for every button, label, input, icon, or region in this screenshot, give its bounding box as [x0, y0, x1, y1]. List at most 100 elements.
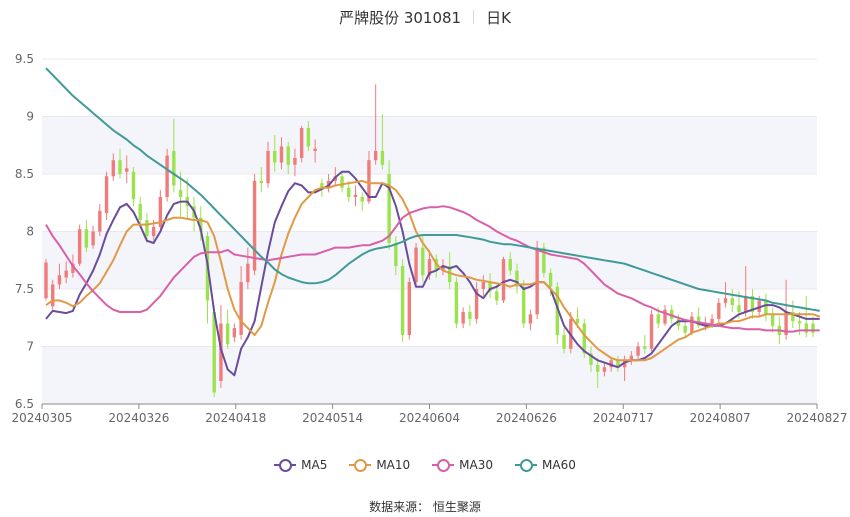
candle: [77, 224, 82, 266]
candle: [670, 305, 674, 324]
candle-body: [441, 266, 445, 271]
candle-body: [629, 355, 634, 361]
candle-body: [670, 309, 674, 319]
candle-body: [515, 270, 519, 287]
period-label[interactable]: 日K: [486, 8, 511, 27]
candle: [562, 328, 566, 354]
grid-band: [42, 346, 817, 404]
y-tick-label: 8: [26, 225, 34, 239]
candle: [252, 174, 257, 276]
candle: [347, 180, 351, 202]
x-tick-label: 20240305: [11, 411, 72, 425]
x-tick-label: 20240418: [205, 411, 266, 425]
candle: [501, 256, 506, 303]
candles-layer: [44, 84, 815, 398]
candle-body: [602, 367, 607, 372]
candle-body: [353, 194, 358, 197]
candle-body: [84, 229, 89, 248]
candle: [299, 125, 304, 163]
candle-body: [508, 259, 512, 271]
candle: [131, 167, 136, 207]
candle-body: [360, 197, 364, 202]
candle-body: [683, 325, 687, 333]
legend-item-ma10[interactable]: MA10: [349, 458, 410, 472]
candle: [508, 252, 512, 276]
candle: [784, 279, 788, 340]
legend-label-ma10: MA10: [376, 458, 411, 472]
candle-body: [562, 335, 566, 349]
candle-body: [98, 210, 102, 232]
candle-body: [811, 323, 815, 333]
candle: [266, 141, 270, 188]
candle-body: [710, 318, 714, 324]
candle: [764, 293, 768, 322]
candle-body: [770, 314, 775, 326]
candle-body: [165, 155, 169, 197]
grid-layer: 6.5 7 7.5 8 8.5 9 9.5 20240305 20240326 20240418 2…: [11, 52, 847, 425]
candle-body: [804, 323, 808, 333]
legend-item-ma60[interactable]: MA60: [515, 458, 576, 472]
chart-title: 严牌股份 301081 日K: [0, 6, 850, 28]
candle-body: [111, 160, 115, 177]
candle-body: [172, 151, 176, 186]
candle: [172, 118, 176, 193]
candle: [447, 252, 452, 289]
candle-body: [609, 360, 613, 368]
candle: [481, 275, 486, 296]
candle-body: [421, 247, 425, 276]
candle-body: [306, 128, 311, 147]
candle-body: [548, 272, 553, 287]
legend-swatch-ma5: [274, 458, 297, 472]
candle: [616, 355, 620, 372]
candle: [51, 279, 55, 310]
candle: [400, 259, 405, 342]
candle-body: [219, 323, 223, 381]
candle: [690, 312, 694, 335]
candle-body: [299, 128, 304, 158]
candle: [589, 346, 593, 372]
candle-body: [757, 300, 761, 312]
candle-body: [232, 328, 237, 338]
candle-body: [340, 176, 344, 188]
series-line-ma10: [45, 179, 821, 362]
candle-body: [744, 295, 748, 312]
candle-body: [784, 312, 788, 335]
legend-label-ma30: MA30: [459, 458, 494, 472]
candle-body: [64, 270, 68, 278]
candle-body: [616, 360, 620, 368]
candle: [313, 139, 317, 163]
series-line-ma30: [45, 205, 820, 333]
candle-body: [380, 151, 385, 165]
legend-item-ma30[interactable]: MA30: [432, 458, 493, 472]
candle-body: [252, 180, 257, 271]
candle: [98, 203, 102, 237]
candle-body: [596, 364, 600, 372]
candle: [629, 351, 634, 365]
candle-body: [582, 323, 586, 354]
candle: [535, 240, 539, 319]
candle-body: [656, 314, 660, 324]
candle: [663, 305, 667, 326]
candle: [643, 335, 647, 354]
candle: [239, 266, 243, 340]
candle: [696, 307, 701, 329]
candle: [259, 167, 263, 193]
ma-lines-layer: [45, 67, 821, 377]
candle-body: [286, 146, 290, 165]
candle-body: [589, 353, 593, 365]
data-source: 数据来源： 恒生聚源: [369, 500, 481, 514]
candle: [293, 148, 297, 177]
candle-body: [293, 157, 297, 165]
legend-item-ma5[interactable]: MA5: [274, 458, 327, 472]
candle: [811, 316, 815, 338]
candle: [649, 309, 654, 352]
candle: [468, 305, 472, 326]
candle-body: [118, 160, 122, 174]
candle-body: [394, 243, 398, 266]
y-tick-label: 6.5: [15, 397, 34, 411]
candle-body: [320, 183, 324, 188]
series-line-ma60: [45, 67, 820, 312]
candle-body: [474, 289, 479, 319]
candle: [515, 263, 519, 294]
